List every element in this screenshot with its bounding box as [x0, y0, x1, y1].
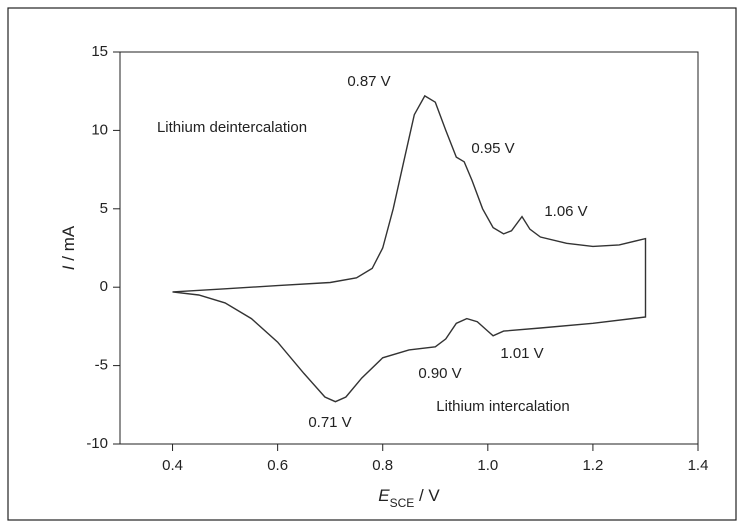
frame — [7, 7, 737, 521]
y-tick-label: 0 — [100, 278, 108, 295]
annotation: Lithium intercalation — [436, 398, 569, 415]
y-tick-label: 10 — [91, 121, 108, 138]
x-label-symbol: E — [378, 486, 390, 505]
annotation: 0.87 V — [347, 73, 390, 90]
annotation: 0.90 V — [418, 365, 461, 382]
cv-curve — [172, 94, 647, 403]
plot-area — [119, 51, 699, 445]
x-tick-label: 1.4 — [688, 457, 709, 474]
y-tick-label: -5 — [95, 357, 108, 374]
x-tick-label: 1.0 — [477, 457, 498, 474]
annotation: 1.01 V — [500, 345, 543, 362]
annotation: 1.06 V — [544, 203, 587, 220]
x-tick-label: 0.8 — [372, 457, 393, 474]
y-axis-label: I / mA — [59, 225, 78, 270]
y-label-symbol: I — [59, 265, 78, 270]
y-tick-label: 15 — [91, 43, 108, 60]
x-axis-label: ESCE / V — [378, 486, 440, 510]
x-tick-label: 0.4 — [162, 457, 183, 474]
x-label-subscript: SCE — [390, 496, 415, 510]
x-label-unit: / V — [414, 486, 440, 505]
y-label-unit: / mA — [59, 225, 78, 265]
x-tick-label: 1.2 — [582, 457, 603, 474]
y-tick-label: 5 — [100, 200, 108, 217]
y-tick-label: -10 — [86, 435, 108, 452]
annotation: Lithium deintercalation — [157, 119, 307, 136]
x-tick-label: 0.6 — [267, 457, 288, 474]
annotation: 0.95 V — [471, 140, 514, 157]
annotation: 0.71 V — [308, 414, 351, 431]
